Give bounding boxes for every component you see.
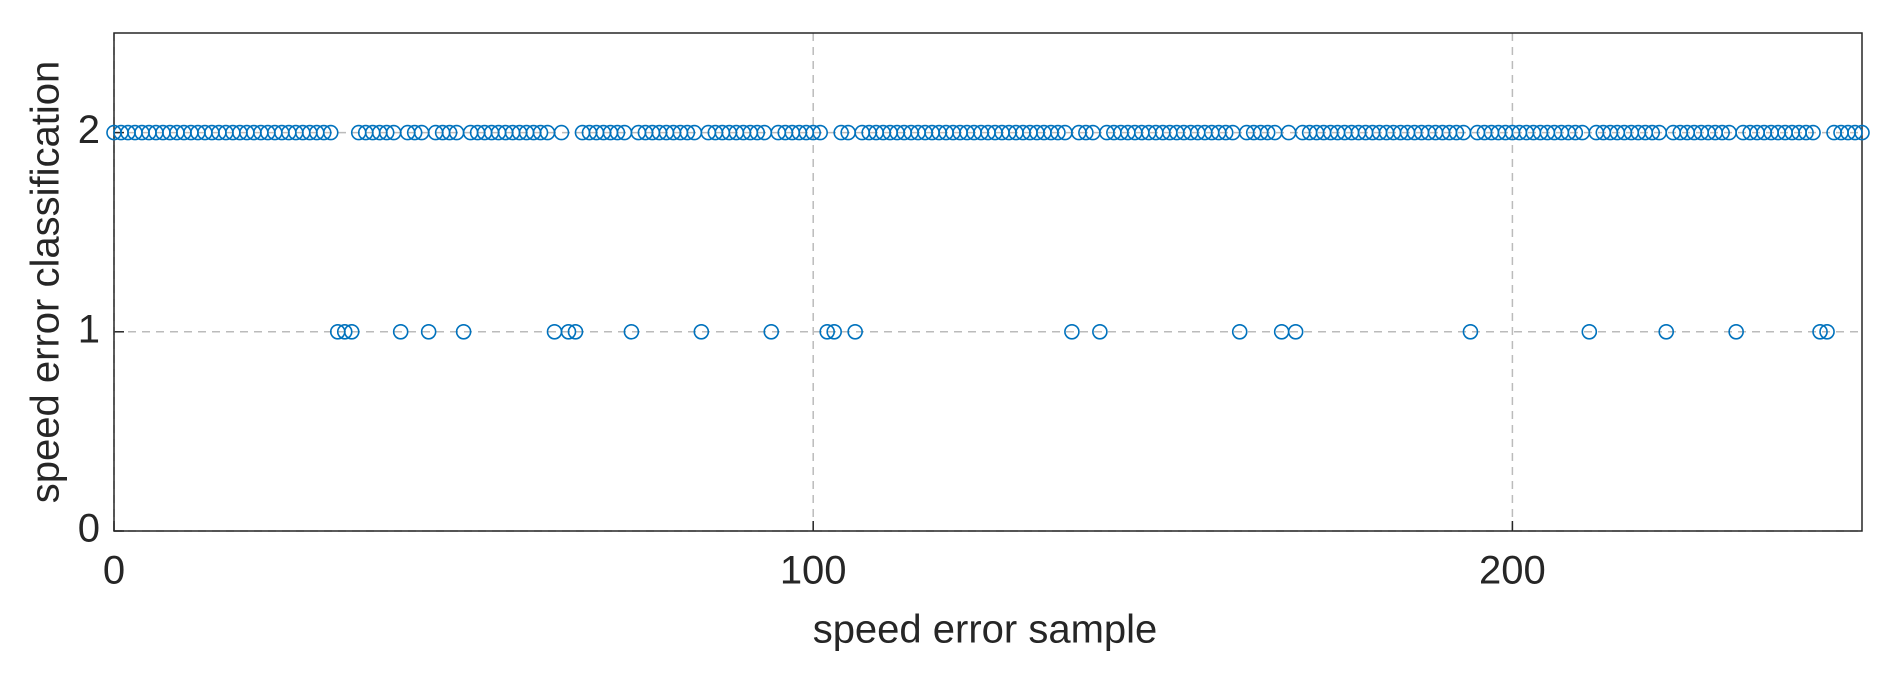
point xyxy=(343,323,360,340)
point xyxy=(1819,323,1835,340)
point xyxy=(1567,124,1584,141)
point xyxy=(679,124,696,141)
x-tick-label: 100 xyxy=(780,549,847,593)
point xyxy=(812,124,828,141)
point xyxy=(420,323,437,340)
point xyxy=(336,323,353,340)
x-tick-label: 200 xyxy=(1479,549,1546,593)
point xyxy=(392,323,409,340)
point xyxy=(406,124,423,141)
point xyxy=(1259,124,1276,141)
point xyxy=(553,124,570,141)
point xyxy=(847,323,863,340)
y-tick-label: 2 xyxy=(78,108,100,152)
point xyxy=(805,124,822,141)
point xyxy=(1078,124,1094,141)
point xyxy=(1854,124,1870,141)
point xyxy=(623,323,640,340)
point xyxy=(532,124,549,141)
point xyxy=(567,323,584,340)
point xyxy=(1231,323,1248,340)
point xyxy=(1847,124,1863,141)
point xyxy=(315,124,332,141)
point xyxy=(378,124,395,141)
y-axis-label: speed error classification xyxy=(24,61,68,503)
point xyxy=(609,124,626,141)
point xyxy=(1462,323,1479,340)
point xyxy=(1092,323,1108,340)
point xyxy=(1287,323,1304,340)
point xyxy=(1812,323,1828,340)
point xyxy=(693,323,710,340)
point xyxy=(322,124,339,141)
axes-box xyxy=(113,32,1863,532)
point xyxy=(1644,124,1661,141)
point xyxy=(1798,124,1814,141)
point xyxy=(749,124,766,141)
point xyxy=(1714,124,1730,141)
x-axis-label: speed error sample xyxy=(813,608,1158,652)
point xyxy=(1217,124,1234,141)
point xyxy=(1448,124,1465,141)
point xyxy=(1050,124,1066,141)
point xyxy=(441,124,458,141)
point xyxy=(560,323,577,340)
point xyxy=(455,323,472,340)
point xyxy=(819,323,835,340)
point xyxy=(1658,323,1675,340)
plot-area xyxy=(114,33,1862,531)
point xyxy=(1805,124,1821,141)
x-tick-label: 0 xyxy=(103,549,125,593)
y-tick-label: 0 xyxy=(78,507,100,551)
point xyxy=(1581,323,1598,340)
point xyxy=(1064,323,1080,340)
point xyxy=(833,124,849,141)
point xyxy=(1728,323,1744,340)
y-tick-label: 1 xyxy=(78,307,100,351)
point xyxy=(763,323,780,340)
point xyxy=(826,323,842,340)
